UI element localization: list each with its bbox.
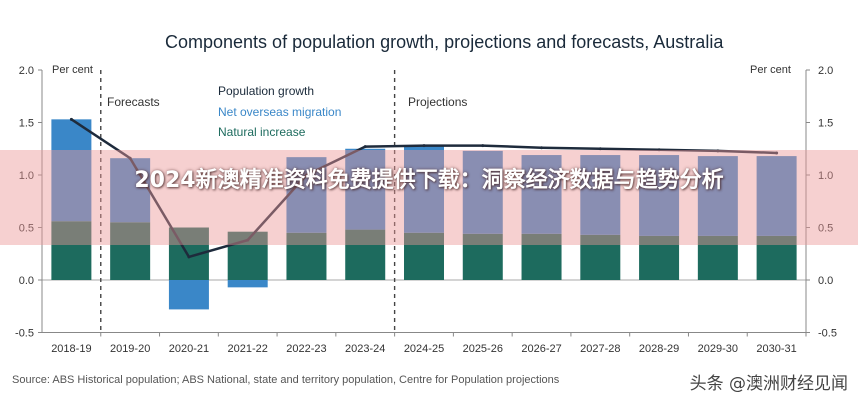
legend-item-migration: Net overseas migration (218, 105, 341, 119)
x-tick-label: 2021-22 (228, 343, 268, 355)
chart-title: Components of population growth, project… (165, 32, 724, 52)
y-tick-label-left: 0.5 (19, 223, 34, 235)
x-tick-label: 2028-29 (639, 343, 679, 355)
chart-source: Source: ABS Historical population; ABS N… (12, 374, 560, 386)
x-tick-label: 2030-31 (756, 343, 796, 355)
bar-natural-increase (756, 235, 797, 280)
section-label-forecasts: Forecasts (107, 95, 160, 109)
population-growth-point (481, 144, 485, 148)
x-tick-label: 2020-21 (169, 343, 209, 355)
bar-net-overseas-migration (521, 155, 562, 234)
bar-net-overseas-migration (462, 150, 503, 234)
legend-item-natural: Natural increase (218, 125, 306, 139)
population-growth-point (187, 255, 191, 259)
bar-natural-increase (404, 232, 444, 280)
y-tick-label-right: 2.0 (818, 65, 833, 77)
x-tick-label: 2024-25 (404, 343, 444, 355)
bar-net-overseas-migration (756, 156, 797, 236)
x-tick-label: 2022-23 (286, 343, 326, 355)
legend-title: Population growth (218, 84, 314, 98)
x-tick-label: 2029-30 (698, 343, 738, 355)
y-tick-label-left: 1.5 (19, 118, 34, 130)
population-growth-point (598, 147, 602, 151)
y-tick-label-right: 0.0 (818, 275, 833, 287)
y-tick-label-right: -0.5 (818, 328, 837, 340)
bar-natural-increase (110, 222, 151, 280)
y-tick-label-right: 1.0 (818, 170, 833, 182)
y-tick-label-right: 1.5 (818, 118, 833, 130)
section-label-projections: Projections (408, 95, 467, 109)
population-growth-point (363, 145, 367, 149)
x-tick-label: 2019-20 (110, 343, 150, 355)
bar-net-overseas-migration (168, 280, 209, 310)
population-growth-point (128, 156, 132, 160)
population-growth-point (716, 149, 720, 153)
bar-natural-increase (521, 233, 562, 280)
bar-net-overseas-migration (580, 155, 621, 235)
population-growth-point (775, 151, 779, 155)
population-growth-point (304, 173, 308, 177)
bar-net-overseas-migration (697, 156, 738, 236)
y-tick-label-left: 0.0 (19, 275, 34, 287)
x-tick-label: 2026-27 (521, 343, 561, 355)
bar-natural-increase (462, 233, 503, 280)
x-tick-label: 2025-26 (463, 343, 503, 355)
bar-natural-increase (639, 235, 680, 280)
bar-net-overseas-migration (51, 119, 92, 222)
x-tick-label: 2023-24 (345, 343, 385, 355)
population-growth-point (69, 117, 73, 121)
bar-natural-increase (286, 232, 327, 280)
bar-natural-increase (51, 221, 92, 280)
y-unit-right: Per cent (750, 64, 791, 76)
y-tick-label-left: 1.0 (19, 170, 34, 182)
population-growth-point (422, 144, 426, 148)
bar-natural-increase (580, 234, 621, 280)
overlay-banner (0, 150, 858, 245)
y-tick-label-right: 0.5 (818, 223, 833, 235)
banner-title: 2024新澳精准资料免费提供下载：洞察经济数据与趋势分析 (134, 168, 724, 193)
population-growth-point (657, 148, 661, 152)
bar-net-overseas-migration (227, 280, 268, 288)
bar-net-overseas-migration (345, 148, 386, 230)
bar-natural-increase (697, 235, 738, 280)
x-tick-label: 2018-19 (51, 343, 91, 355)
y-tick-label-left: 2.0 (19, 65, 34, 77)
bar-net-overseas-migration (639, 155, 680, 236)
bar-net-overseas-migration (110, 158, 151, 223)
watermark: 头条 @澳洲财经见闻 (687, 369, 850, 394)
population-growth-point (246, 238, 250, 242)
y-unit-left: Per cent (52, 64, 93, 76)
bar-net-overseas-migration (404, 145, 444, 233)
y-tick-label-left: -0.5 (15, 328, 34, 340)
x-tick-label: 2027-28 (580, 343, 620, 355)
population-growth-point (540, 146, 544, 150)
bar-natural-increase (345, 229, 386, 280)
